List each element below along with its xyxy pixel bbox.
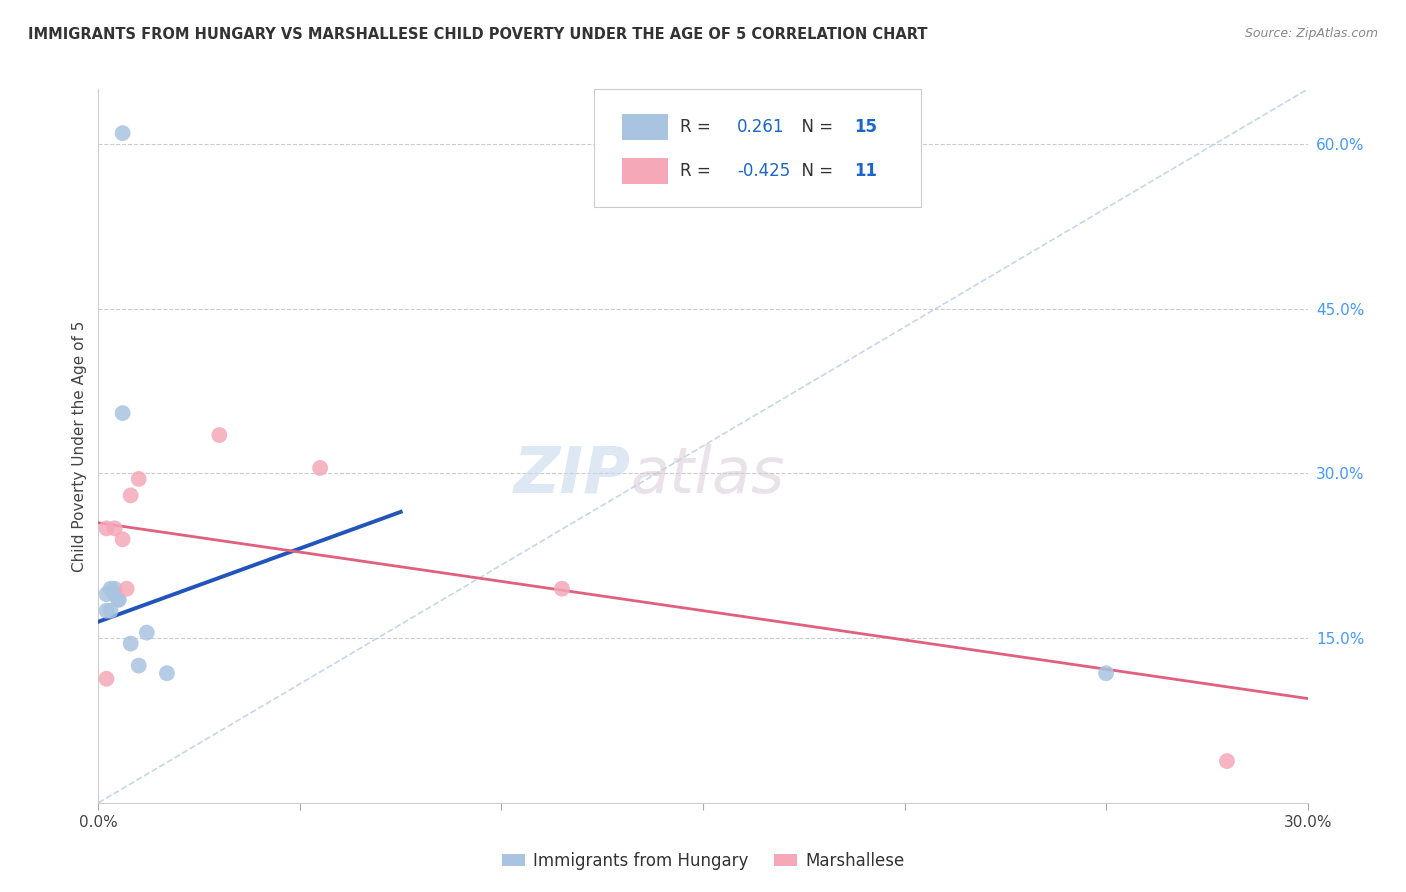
Text: 11: 11 — [855, 162, 877, 180]
Point — [96, 604, 118, 618]
Text: -0.425: -0.425 — [737, 162, 790, 180]
Point — [1095, 666, 1118, 681]
Point — [107, 592, 129, 607]
Point — [96, 521, 118, 535]
Point — [96, 587, 118, 601]
Point — [103, 587, 125, 601]
Text: N =: N = — [792, 162, 838, 180]
Point — [309, 461, 332, 475]
Point — [100, 604, 122, 618]
Text: atlas: atlas — [630, 443, 785, 506]
Point — [111, 406, 134, 420]
Point — [96, 672, 118, 686]
Bar — [621, 159, 668, 184]
Text: R =: R = — [681, 162, 716, 180]
FancyBboxPatch shape — [595, 89, 921, 207]
Legend: Immigrants from Hungary, Marshallese: Immigrants from Hungary, Marshallese — [495, 846, 911, 877]
Y-axis label: Child Poverty Under the Age of 5: Child Poverty Under the Age of 5 — [72, 320, 87, 572]
Point — [115, 582, 138, 596]
Bar — [621, 114, 668, 140]
Point — [107, 592, 129, 607]
Point — [111, 533, 134, 547]
Text: 15: 15 — [855, 118, 877, 136]
Point — [103, 582, 125, 596]
Point — [208, 428, 231, 442]
Point — [128, 472, 150, 486]
Text: IMMIGRANTS FROM HUNGARY VS MARSHALLESE CHILD POVERTY UNDER THE AGE OF 5 CORRELAT: IMMIGRANTS FROM HUNGARY VS MARSHALLESE C… — [28, 27, 928, 42]
Text: N =: N = — [792, 118, 838, 136]
Point — [156, 666, 179, 681]
Point — [551, 582, 574, 596]
Point — [100, 582, 122, 596]
Text: R =: R = — [681, 118, 716, 136]
Point — [120, 488, 142, 502]
Point — [111, 126, 134, 140]
Point — [128, 658, 150, 673]
Point — [135, 625, 157, 640]
Text: ZIP: ZIP — [513, 443, 630, 506]
Point — [1216, 754, 1239, 768]
Point — [103, 521, 125, 535]
Text: 0.261: 0.261 — [737, 118, 785, 136]
Text: Source: ZipAtlas.com: Source: ZipAtlas.com — [1244, 27, 1378, 40]
Point — [120, 637, 142, 651]
